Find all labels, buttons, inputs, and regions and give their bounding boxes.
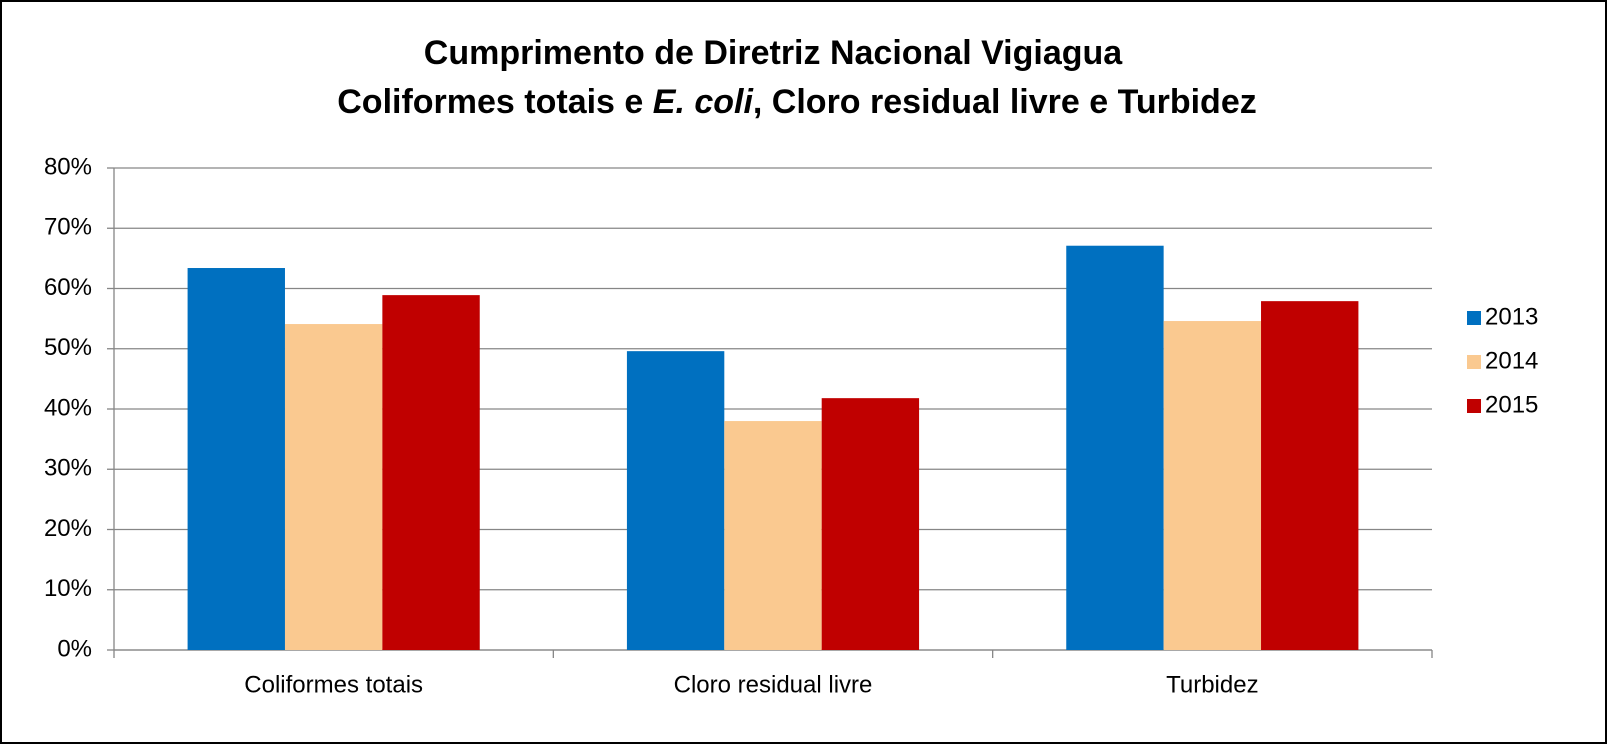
- bar: [284, 324, 383, 650]
- bar: [724, 421, 822, 650]
- legend-label: 2015: [1485, 391, 1538, 418]
- bar: [1261, 301, 1359, 650]
- title-part: E. coli: [653, 83, 755, 121]
- legend-swatch: [1467, 355, 1481, 369]
- bar: [187, 268, 285, 650]
- y-tick-label: 50%: [44, 334, 92, 361]
- legend-label: 2013: [1485, 303, 1538, 330]
- legend-swatch: [1467, 399, 1481, 413]
- title-part: , Cloro residual livre e Turbidez: [753, 83, 1257, 121]
- y-tick-label: 10%: [44, 575, 92, 602]
- bar: [626, 351, 725, 650]
- legend-swatch: [1467, 311, 1481, 325]
- y-tick-label: 40%: [44, 394, 92, 421]
- bar: [1163, 321, 1262, 650]
- x-tick-label: Turbidez: [1166, 671, 1258, 698]
- y-tick-label: 20%: [44, 515, 92, 542]
- y-tick-label: 60%: [44, 274, 92, 301]
- bar: [382, 295, 480, 650]
- title-part: Coliformes totais e: [337, 83, 653, 121]
- y-tick-label: 70%: [44, 214, 92, 241]
- chart-title: Cumprimento de Diretriz Nacional Vigiagu…: [424, 34, 1123, 72]
- legend-label: 2014: [1485, 347, 1538, 374]
- chart-subtitle: Coliformes totais e E. coli, Cloro resid…: [337, 83, 1256, 121]
- x-tick-label: Coliformes totais: [244, 671, 423, 698]
- bar: [821, 398, 920, 650]
- y-tick-label: 30%: [44, 455, 92, 482]
- bar: [1066, 245, 1164, 650]
- y-tick-label: 0%: [57, 635, 92, 662]
- y-tick-label: 80%: [44, 153, 92, 180]
- x-tick-label: Cloro residual livre: [674, 671, 873, 698]
